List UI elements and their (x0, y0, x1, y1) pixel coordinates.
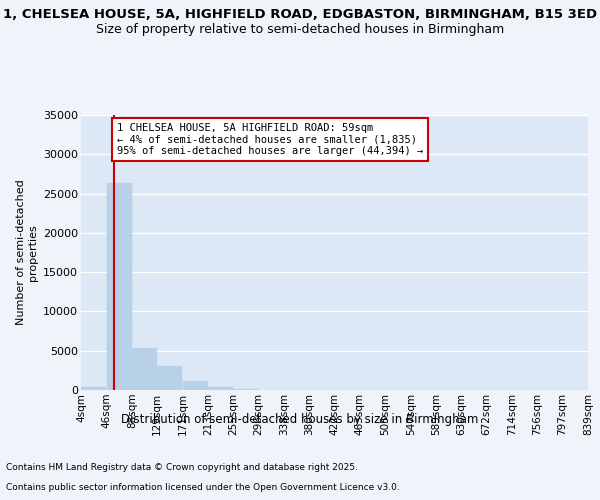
Text: Distribution of semi-detached houses by size in Birmingham: Distribution of semi-detached houses by … (121, 412, 479, 426)
Bar (157, 366, 182, 390)
Text: Contains HM Land Registry data © Crown copyright and database right 2025.: Contains HM Land Registry data © Crown c… (6, 464, 358, 472)
Text: Contains public sector information licensed under the Open Government Licence v3: Contains public sector information licen… (6, 484, 400, 492)
Text: 1, CHELSEA HOUSE, 5A, HIGHFIELD ROAD, EDGBASTON, BIRMINGHAM, B15 3ED: 1, CHELSEA HOUSE, 5A, HIGHFIELD ROAD, ED… (3, 8, 597, 20)
Bar (82, 387, 106, 390)
Bar (183, 380, 208, 390)
Bar (107, 182, 131, 390)
Text: 1 CHELSEA HOUSE, 5A HIGHFIELD ROAD: 59sqm
← 4% of semi-detached houses are small: 1 CHELSEA HOUSE, 5A HIGHFIELD ROAD: 59sq… (117, 123, 423, 156)
Bar (133, 348, 157, 390)
Text: Size of property relative to semi-detached houses in Birmingham: Size of property relative to semi-detach… (96, 22, 504, 36)
Bar (208, 387, 233, 390)
Y-axis label: Number of semi-detached
properties: Number of semi-detached properties (16, 180, 38, 326)
